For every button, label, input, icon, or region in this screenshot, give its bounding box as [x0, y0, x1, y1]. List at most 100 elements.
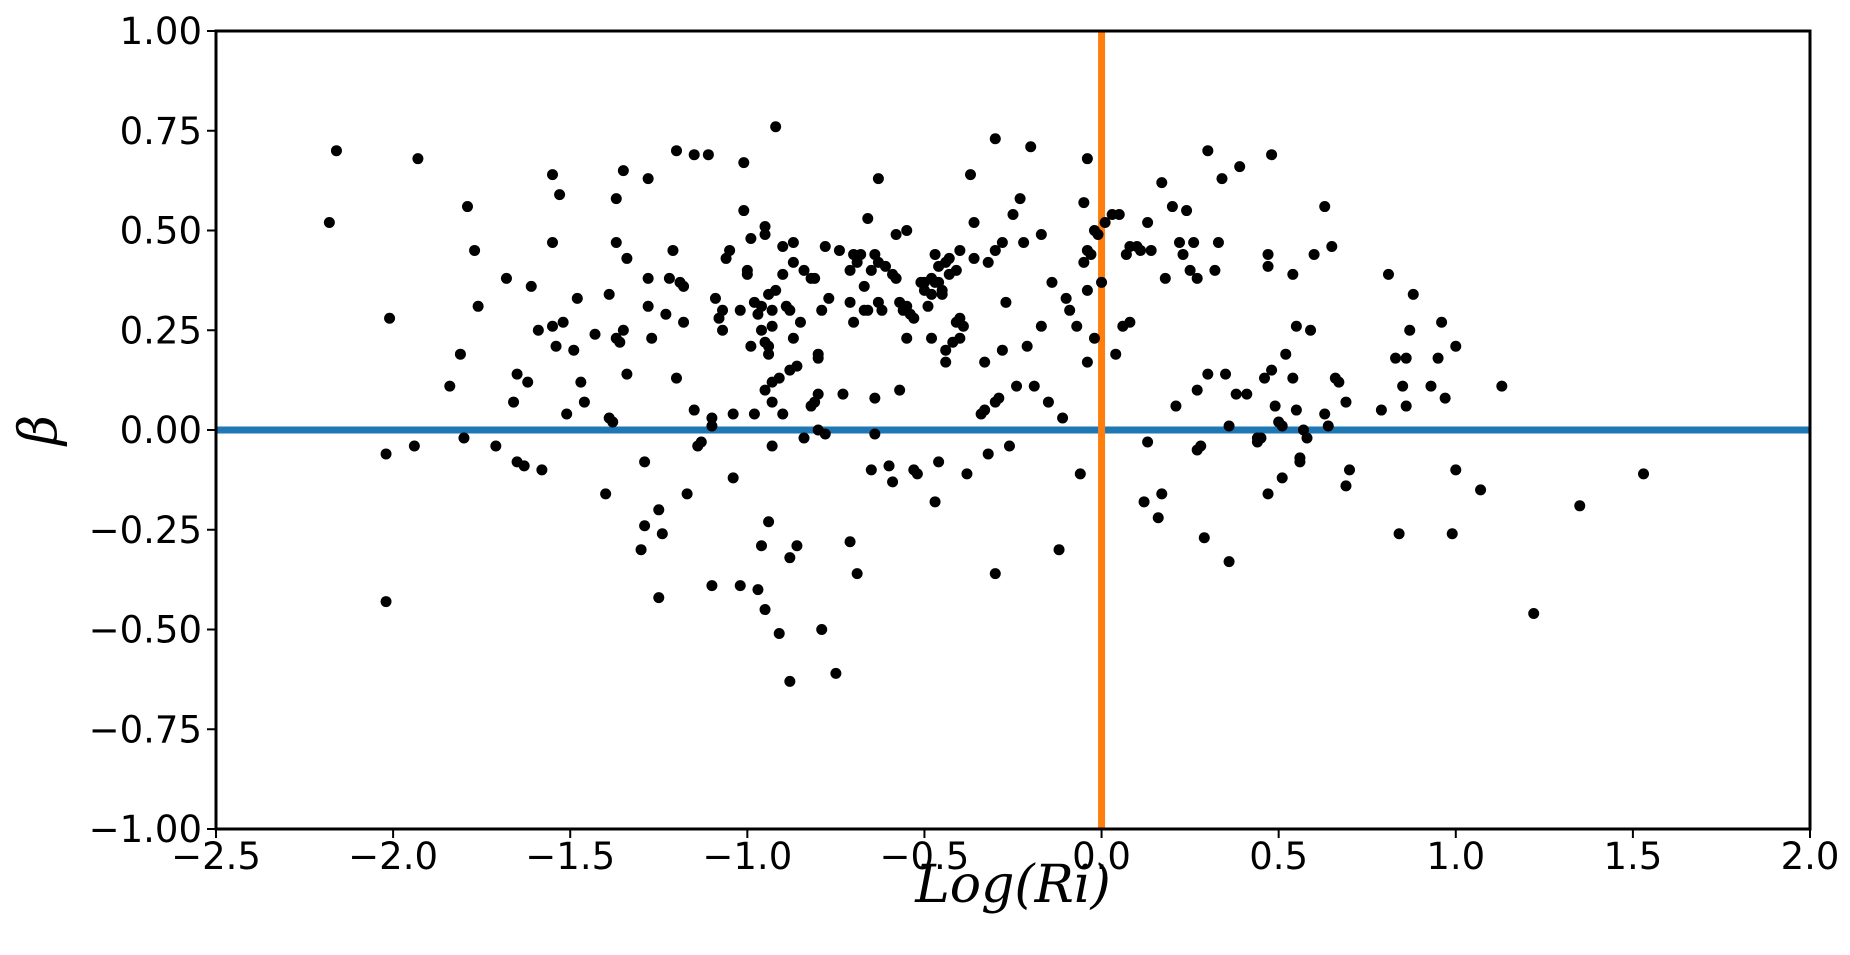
- data-point: [642, 300, 654, 312]
- data-point: [1400, 400, 1412, 412]
- data-point: [1344, 464, 1356, 476]
- data-point: [547, 236, 559, 248]
- data-point: [575, 376, 587, 388]
- data-point: [547, 320, 559, 332]
- data-point: [706, 580, 718, 592]
- data-point: [844, 264, 856, 276]
- data-point: [865, 464, 877, 476]
- data-point: [787, 256, 799, 268]
- data-point: [777, 408, 789, 420]
- data-point: [1269, 400, 1281, 412]
- data-point: [1326, 240, 1338, 252]
- data-point: [1234, 161, 1246, 173]
- data-point: [964, 169, 976, 181]
- data-point: [500, 272, 512, 284]
- data-point: [1081, 284, 1093, 296]
- y-tick-label: 1.00: [120, 10, 202, 53]
- data-point: [1425, 380, 1437, 392]
- data-point: [639, 520, 651, 532]
- data-point: [1280, 348, 1292, 360]
- data-point: [1092, 228, 1104, 240]
- data-point: [561, 408, 573, 420]
- data-point: [1496, 380, 1508, 392]
- data-point: [883, 460, 895, 472]
- data-point: [894, 384, 906, 396]
- data-point: [1042, 396, 1054, 408]
- data-point: [759, 221, 771, 233]
- data-point: [911, 468, 923, 480]
- data-point: [968, 252, 980, 264]
- data-point: [702, 149, 714, 161]
- data-point: [1156, 177, 1168, 189]
- data-point: [865, 264, 877, 276]
- data-point: [653, 592, 665, 604]
- data-point: [1088, 332, 1100, 344]
- data-point: [890, 272, 902, 284]
- data-point: [989, 133, 1001, 145]
- data-point: [511, 368, 523, 380]
- data-point: [454, 348, 466, 360]
- x-tick-label: −1.0: [702, 835, 792, 878]
- data-point: [458, 432, 470, 444]
- data-point: [1085, 248, 1097, 260]
- data-point: [1035, 228, 1047, 240]
- data-point: [472, 300, 484, 312]
- data-point: [812, 352, 824, 364]
- data-point: [330, 145, 342, 157]
- data-point: [798, 264, 810, 276]
- data-point: [819, 240, 831, 252]
- data-point: [833, 244, 845, 256]
- data-point: [1305, 324, 1317, 336]
- data-point: [688, 404, 700, 416]
- data-point: [996, 344, 1008, 356]
- data-point: [848, 316, 860, 328]
- data-point: [1230, 388, 1242, 400]
- data-point: [1446, 528, 1458, 540]
- data-point: [1287, 268, 1299, 280]
- data-point: [1638, 468, 1650, 480]
- data-point: [1046, 276, 1058, 288]
- data-point: [1290, 320, 1302, 332]
- data-point: [1099, 217, 1111, 229]
- data-point: [1177, 248, 1189, 260]
- y-tick-label: 0.25: [120, 309, 202, 352]
- data-point: [1220, 368, 1232, 380]
- data-point: [908, 312, 920, 324]
- data-point: [1078, 256, 1090, 268]
- data-point: [929, 496, 941, 508]
- data-point: [1195, 440, 1207, 452]
- data-point: [614, 336, 626, 348]
- data-point: [600, 488, 612, 500]
- data-point: [695, 436, 707, 448]
- data-point: [1142, 436, 1154, 448]
- data-point: [759, 384, 771, 396]
- data-point: [869, 392, 881, 404]
- data-point: [1216, 173, 1228, 185]
- data-point: [1138, 496, 1150, 508]
- data-point: [1266, 149, 1278, 161]
- data-point: [784, 552, 796, 564]
- data-point: [617, 324, 629, 336]
- data-point: [1152, 512, 1164, 524]
- data-point: [1258, 372, 1270, 384]
- x-tick-label: 1.0: [1426, 835, 1485, 878]
- data-point: [1202, 145, 1214, 157]
- x-tick-label: −2.5: [171, 835, 261, 878]
- data-point: [1191, 384, 1203, 396]
- data-point: [384, 312, 396, 324]
- data-point: [678, 280, 690, 292]
- data-point: [1110, 348, 1122, 360]
- data-point: [1340, 480, 1352, 492]
- data-point: [933, 456, 945, 468]
- data-point: [1241, 388, 1253, 400]
- data-point: [787, 332, 799, 344]
- data-point: [490, 440, 502, 452]
- data-point: [940, 356, 952, 368]
- data-point: [646, 332, 658, 344]
- data-point: [862, 213, 874, 225]
- data-point: [717, 304, 729, 316]
- data-point: [1528, 608, 1540, 620]
- data-point: [1159, 272, 1171, 284]
- x-tick-label: 0.0: [1072, 835, 1131, 878]
